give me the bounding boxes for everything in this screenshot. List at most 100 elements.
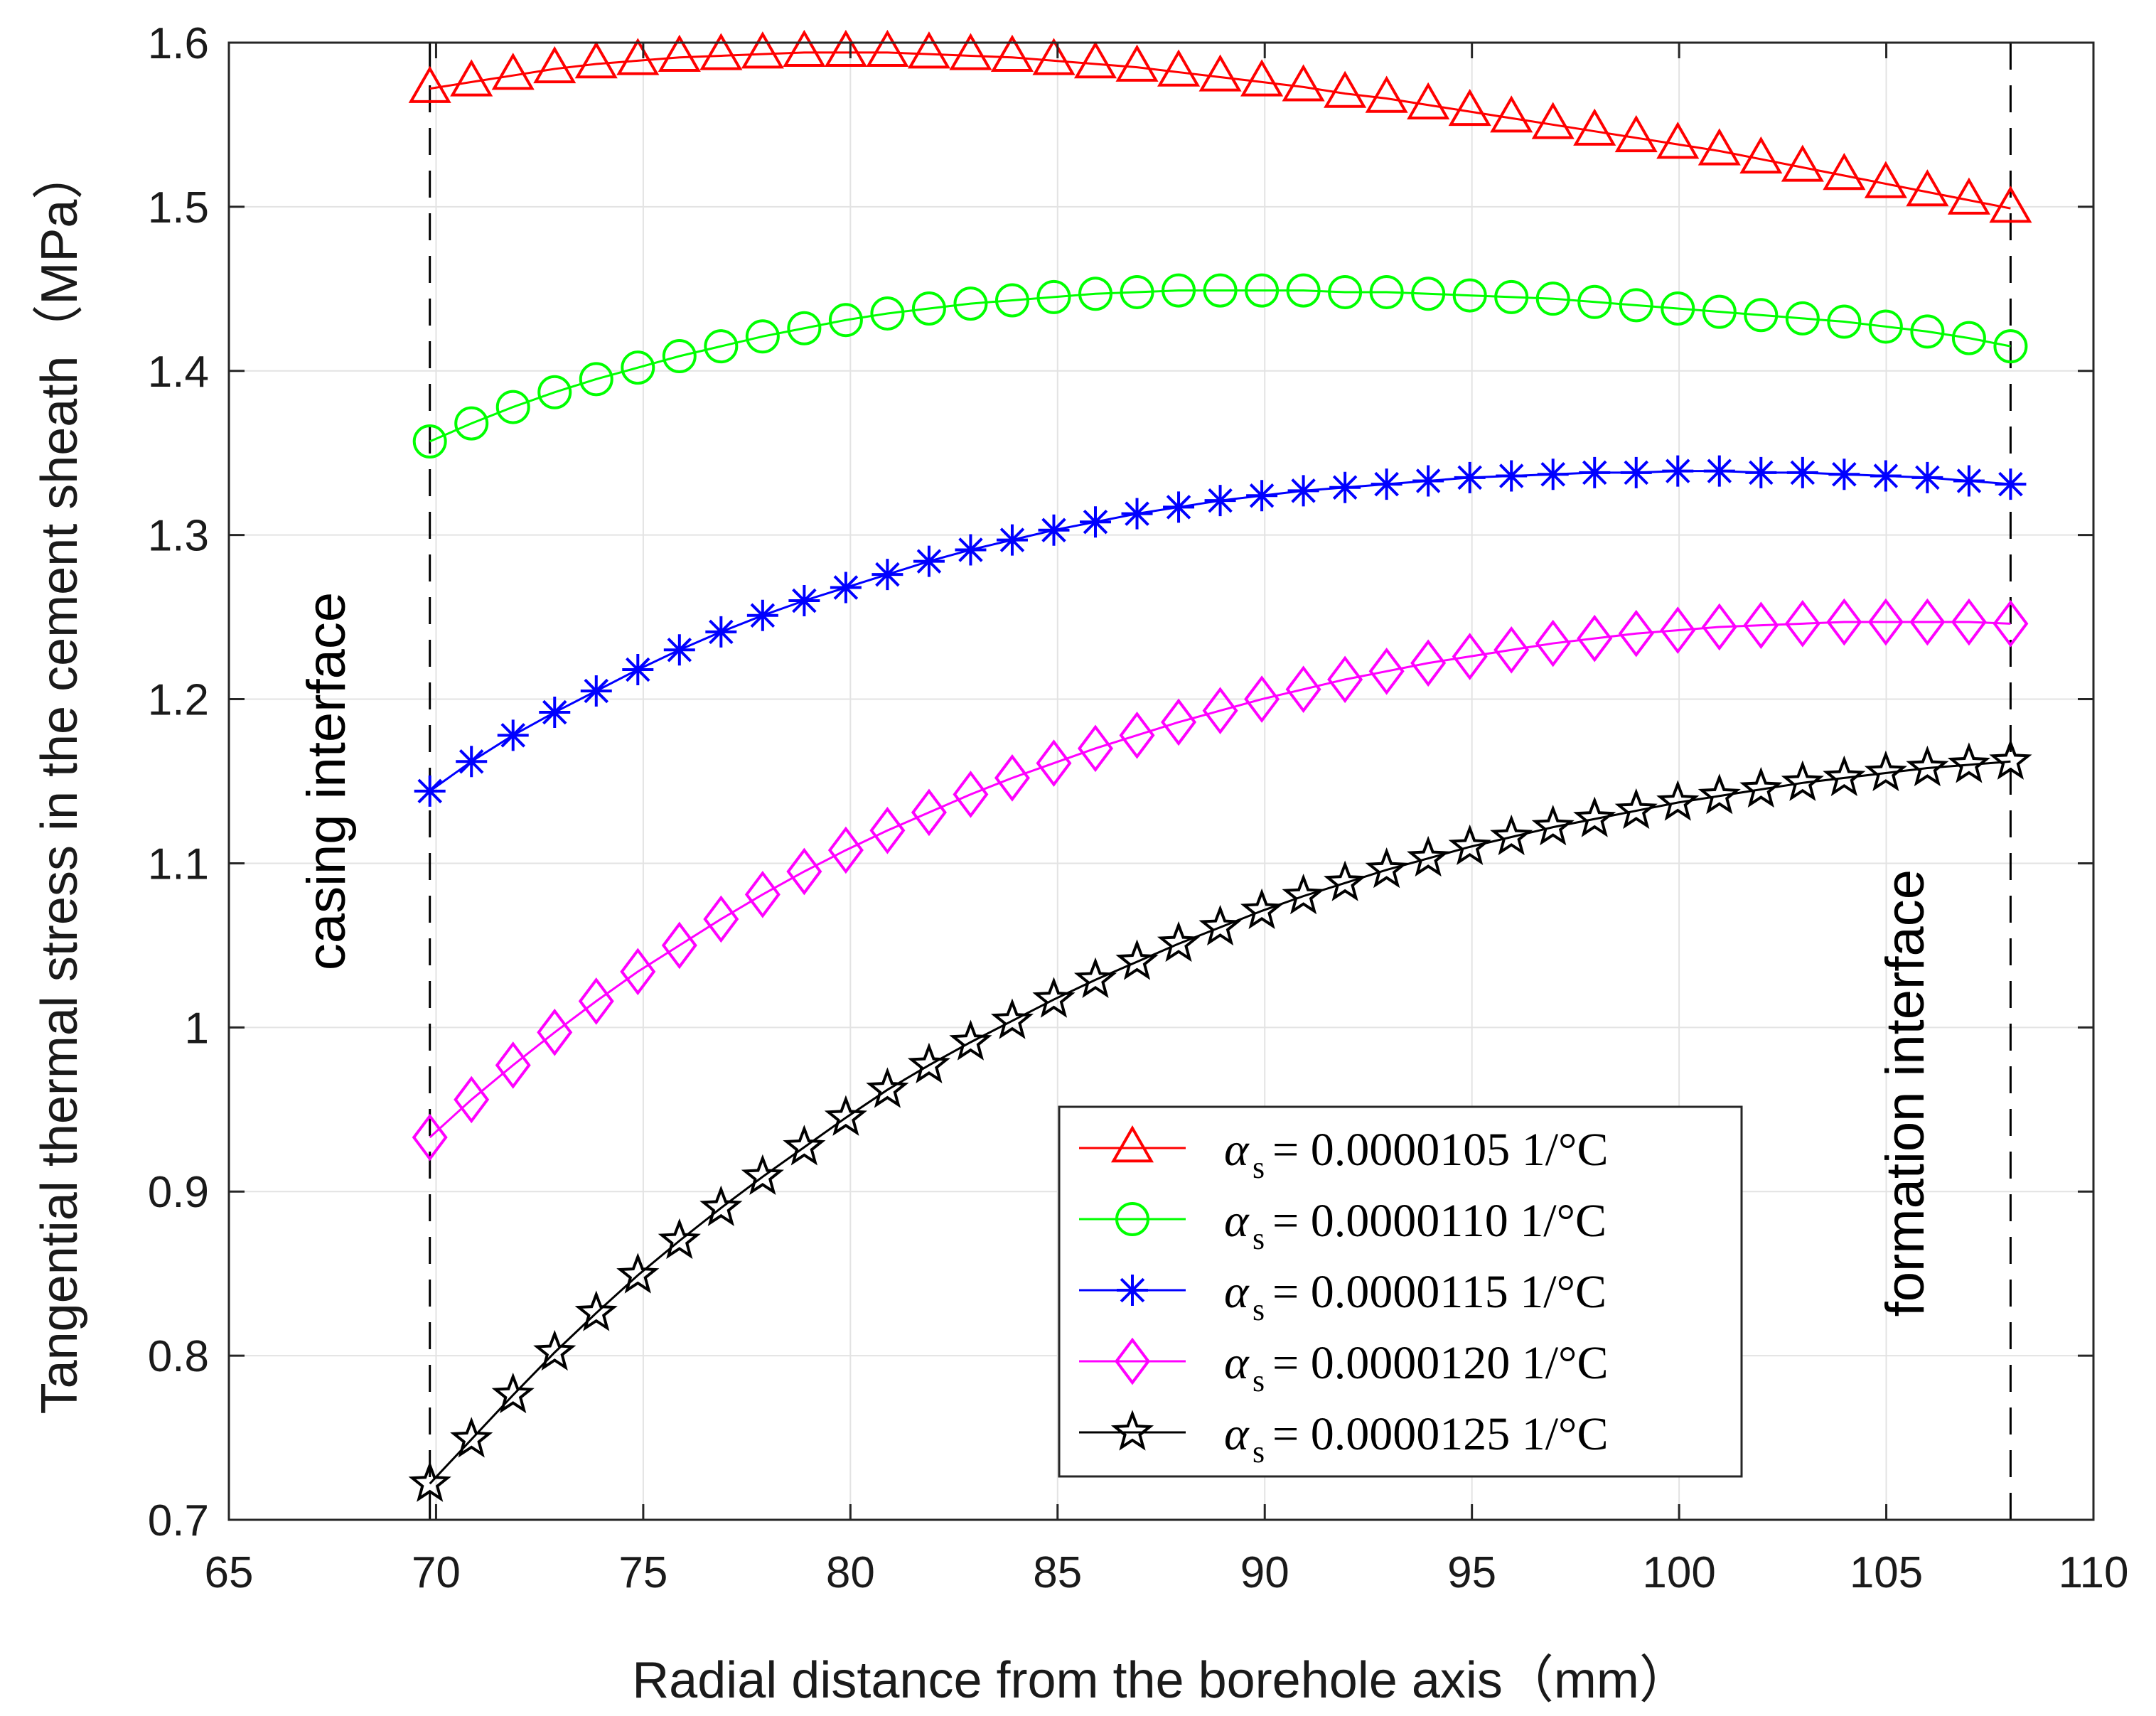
legend: α s = 0.0000105 1/°Cα s = 0.0000110 1/°Cα s = … xyxy=(1058,1105,1743,1478)
y-tick-label: 1.6 xyxy=(148,19,209,68)
series-line xyxy=(429,289,2011,443)
data-point xyxy=(1745,456,1777,488)
data-point xyxy=(788,585,820,617)
data-point xyxy=(1282,64,1325,102)
data-point xyxy=(911,788,947,837)
data-point xyxy=(787,311,822,345)
data-point xyxy=(699,1185,743,1226)
data-point xyxy=(1490,814,1533,856)
data-point xyxy=(1454,461,1486,493)
data-point xyxy=(454,1076,490,1124)
data-point xyxy=(1369,274,1404,309)
data-point xyxy=(907,31,950,69)
data-point xyxy=(1078,724,1114,773)
interface-annotation: casing interface xyxy=(296,592,357,970)
data-point xyxy=(1656,122,1700,159)
data-point xyxy=(1162,273,1196,308)
data-point xyxy=(1198,54,1242,92)
legend-subscript: s xyxy=(1253,1363,1265,1398)
data-point xyxy=(783,29,826,68)
data-point xyxy=(616,1253,660,1294)
legend-symbol: α xyxy=(1224,1195,1250,1247)
data-point xyxy=(1240,59,1284,97)
x-tick-label: 95 xyxy=(1447,1548,1496,1597)
data-point xyxy=(1493,626,1530,674)
data-point xyxy=(1452,633,1488,680)
legend-entry: α s = 0.0000125 1/°C xyxy=(1079,1408,1608,1469)
data-point xyxy=(1906,745,1949,787)
data-point xyxy=(1911,461,1943,493)
data-point xyxy=(1906,169,1949,207)
data-point xyxy=(1947,742,1991,783)
data-point xyxy=(955,534,987,566)
data-point xyxy=(578,977,614,1025)
data-point xyxy=(1703,455,1735,487)
y-tick-label: 1.4 xyxy=(148,348,209,397)
data-point xyxy=(537,1008,573,1056)
data-point xyxy=(1739,766,1783,808)
y-tick-label: 0.7 xyxy=(148,1496,209,1545)
x-tick-label: 65 xyxy=(205,1548,254,1597)
data-point xyxy=(1287,475,1319,507)
legend-label: = 0.0000110 1/°C xyxy=(1272,1195,1607,1247)
data-point xyxy=(1452,278,1487,313)
data-point xyxy=(1410,639,1447,687)
data-point xyxy=(1120,274,1154,309)
data-point xyxy=(622,653,654,685)
legend-entry: α s = 0.0000110 1/°C xyxy=(1079,1195,1607,1256)
data-point xyxy=(1119,712,1155,759)
data-point xyxy=(1909,598,1946,646)
legend-label: = 0.0000120 1/°C xyxy=(1272,1337,1608,1389)
data-point xyxy=(949,33,992,70)
data-point xyxy=(533,1329,576,1371)
data-point xyxy=(1368,647,1405,695)
data-point xyxy=(1620,456,1652,488)
y-tick-label: 1.5 xyxy=(148,183,209,232)
data-point xyxy=(1157,921,1201,962)
data-point xyxy=(990,998,1034,1039)
data-point xyxy=(871,559,903,591)
data-point xyxy=(1951,598,1987,646)
data-point xyxy=(1619,288,1653,323)
data-point xyxy=(1531,102,1575,139)
x-tick-label: 90 xyxy=(1240,1548,1289,1597)
data-point xyxy=(658,1218,701,1260)
x-tick-label: 85 xyxy=(1033,1548,1082,1597)
data-point xyxy=(1698,128,1741,166)
data-point xyxy=(1864,161,1907,198)
data-point xyxy=(408,1461,451,1502)
data-point xyxy=(1702,294,1737,329)
data-point xyxy=(869,806,906,854)
data-point xyxy=(1867,598,1904,646)
data-point xyxy=(1573,108,1616,146)
y-tick-label: 0.9 xyxy=(148,1168,209,1217)
data-point xyxy=(1163,491,1195,523)
x-tick-label: 110 xyxy=(2059,1548,2129,1597)
data-point xyxy=(830,572,862,604)
data-point xyxy=(704,329,739,364)
data-point xyxy=(574,1290,618,1331)
y-tick-label: 1.3 xyxy=(148,512,209,561)
legend-symbol: α xyxy=(1224,1337,1250,1389)
data-point xyxy=(1537,459,1569,490)
data-point xyxy=(661,921,697,970)
data-point xyxy=(744,870,781,918)
data-point xyxy=(1246,480,1278,512)
data-point xyxy=(1496,460,1528,492)
data-point xyxy=(1781,760,1824,801)
data-point xyxy=(1743,601,1779,649)
data-point xyxy=(1412,465,1444,497)
data-point xyxy=(454,406,489,441)
data-point xyxy=(1324,70,1367,108)
annotation-layer: casing interface formation interface xyxy=(296,43,2012,1520)
data-point xyxy=(1535,619,1571,667)
series-4 xyxy=(412,598,2029,1162)
data-point xyxy=(620,948,656,996)
data-point xyxy=(1660,606,1696,654)
data-point xyxy=(824,29,867,68)
series-5 xyxy=(408,739,2032,1502)
legend-marker xyxy=(1117,1275,1148,1306)
data-point xyxy=(663,634,695,666)
data-point xyxy=(539,697,571,729)
